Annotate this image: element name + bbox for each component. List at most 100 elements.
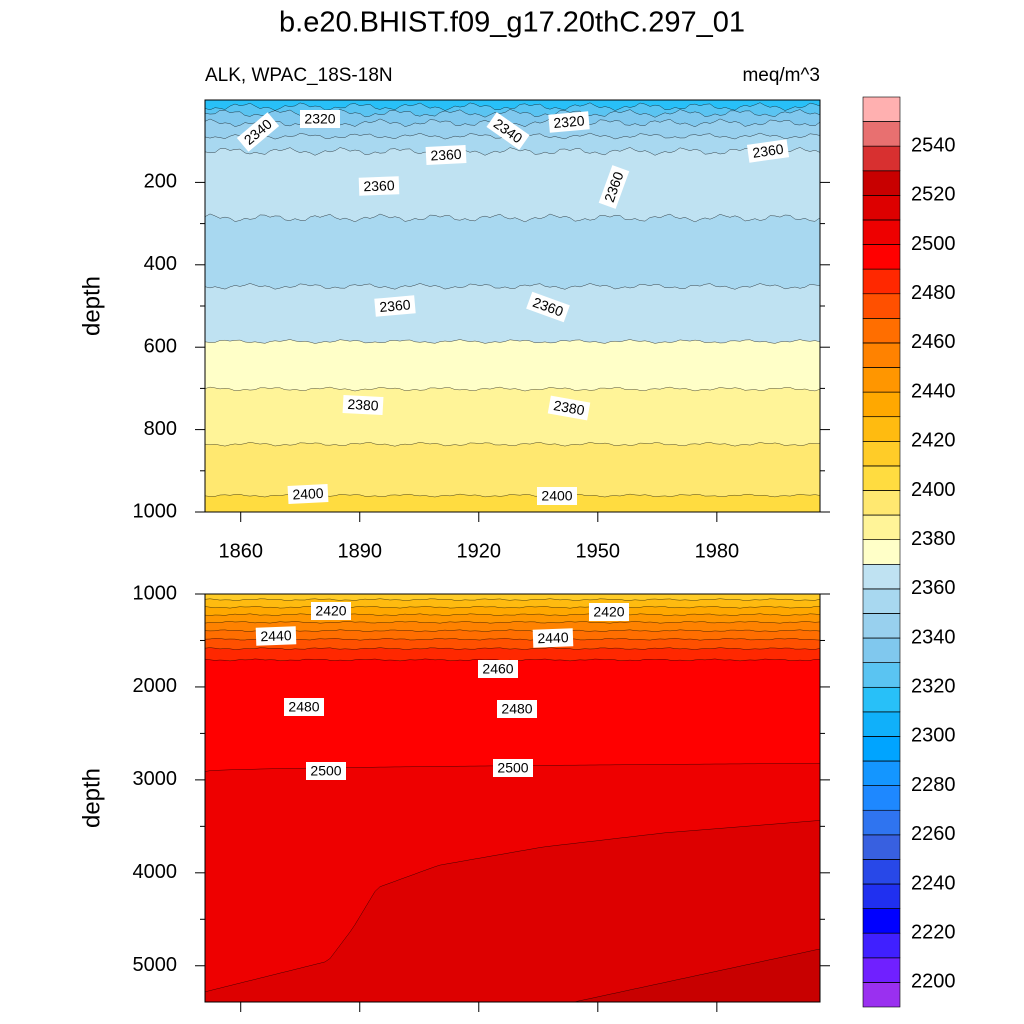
contour-label: 2360 bbox=[425, 144, 467, 166]
colorbar-tick-label: 2340 bbox=[911, 626, 956, 648]
contour-line bbox=[204, 620, 821, 624]
contour-label: 2480 bbox=[284, 698, 324, 716]
colorbar-tick-label: 2260 bbox=[911, 823, 956, 845]
colorbar-box bbox=[862, 318, 901, 344]
contour-label-text: 2360 bbox=[363, 177, 395, 194]
contour-label-text: 2460 bbox=[482, 661, 513, 677]
y-tick-label: 400 bbox=[144, 253, 177, 275]
contour-label-box bbox=[746, 139, 790, 163]
colorbar-box bbox=[862, 416, 901, 442]
colorbar-box bbox=[862, 736, 901, 762]
contour-label-box bbox=[236, 112, 280, 152]
contour-label-box bbox=[284, 698, 324, 716]
contour-label: 2360 bbox=[374, 295, 416, 317]
contour-label-box bbox=[548, 111, 590, 133]
contour-label: 2440 bbox=[532, 628, 574, 648]
y-tick-label: 2000 bbox=[133, 675, 178, 697]
colorbar-tick-label: 2380 bbox=[911, 528, 956, 550]
contour-label-box bbox=[486, 112, 530, 150]
colorbar-tick-label: 2300 bbox=[911, 725, 956, 747]
contour-label-box bbox=[306, 762, 346, 780]
colorbar-tick-label: 2240 bbox=[911, 872, 956, 894]
contour-line bbox=[204, 598, 821, 601]
colorbar-box bbox=[862, 342, 901, 368]
contour-label: 2360 bbox=[358, 176, 400, 196]
contour-label-text: 2380 bbox=[552, 397, 586, 418]
contour-label-box bbox=[493, 759, 533, 777]
contour-line bbox=[204, 613, 821, 616]
band bbox=[205, 442, 820, 512]
colorbar-box bbox=[862, 195, 901, 221]
contour-label-text: 2320 bbox=[553, 112, 586, 131]
contour-label: 2360 bbox=[746, 139, 790, 163]
contour-line bbox=[204, 441, 821, 447]
contour-line bbox=[204, 339, 821, 344]
colorbar-box bbox=[862, 662, 901, 688]
colorbar-box bbox=[862, 121, 901, 147]
x-tick-label: 1860 bbox=[218, 540, 263, 562]
subtitle-right: meq/m^3 bbox=[742, 65, 820, 86]
colorbar-box bbox=[862, 686, 901, 713]
colorbar-tick-label: 2540 bbox=[911, 134, 956, 156]
colorbar-tick-label: 2460 bbox=[911, 331, 956, 353]
colorbar-box bbox=[862, 957, 901, 983]
contour-label-text: 2500 bbox=[310, 763, 341, 779]
contour-label: 2400 bbox=[537, 487, 577, 505]
contour-label-text: 2360 bbox=[751, 141, 784, 161]
y-tick-label: 4000 bbox=[133, 861, 178, 883]
contour-line bbox=[204, 283, 821, 290]
colorbar-tick-label: 2400 bbox=[911, 479, 956, 501]
contour-label-box bbox=[526, 291, 570, 323]
colorbar-tick-label: 2420 bbox=[911, 430, 956, 452]
contour-label-text: 2360 bbox=[379, 296, 412, 315]
contour-line bbox=[204, 102, 821, 111]
contour-label-text: 2400 bbox=[541, 488, 572, 504]
colorbar-box bbox=[862, 785, 901, 811]
contour-label-box bbox=[537, 487, 577, 505]
contour-line bbox=[204, 605, 820, 609]
contour-label: 2460 bbox=[478, 660, 518, 678]
y-tick-label: 800 bbox=[144, 418, 177, 440]
contour-label-text: 2440 bbox=[537, 629, 569, 646]
contour-label-box bbox=[374, 295, 416, 317]
contour-label-text: 2440 bbox=[260, 627, 292, 644]
colorbar-box bbox=[862, 982, 901, 1008]
y-tick-label: 1000 bbox=[133, 500, 178, 522]
colorbar-tick-label: 2360 bbox=[911, 577, 956, 599]
colorbar-box bbox=[862, 391, 901, 418]
contour-label-text: 2380 bbox=[347, 396, 379, 414]
contour-label: 2440 bbox=[255, 626, 297, 646]
contour-label: 2420 bbox=[589, 603, 629, 621]
y-tick-label: 200 bbox=[144, 171, 177, 193]
colorbar-box bbox=[862, 367, 901, 393]
contour-label-text: 2320 bbox=[304, 111, 335, 127]
colorbar-box bbox=[862, 441, 901, 467]
contour-line bbox=[574, 948, 821, 1003]
x-tick-label: 1890 bbox=[337, 540, 382, 562]
colorbar-box bbox=[862, 96, 901, 122]
x-tick-label: 1920 bbox=[457, 540, 502, 562]
contour-line bbox=[204, 637, 821, 641]
contour-label-box bbox=[425, 144, 467, 166]
colorbar-tick-label: 2480 bbox=[911, 282, 956, 304]
contour-label: 2500 bbox=[306, 762, 346, 780]
colorbar-box bbox=[862, 760, 901, 786]
contour-label-text: 2480 bbox=[288, 699, 319, 715]
contour-label-box bbox=[598, 165, 630, 209]
colorbar-box bbox=[862, 563, 901, 590]
contour-label-text: 2420 bbox=[593, 604, 624, 620]
colorbar-box bbox=[862, 170, 901, 196]
contour-label: 2380 bbox=[547, 395, 591, 421]
subtitle-left: ALK, WPAC_18S-18N bbox=[205, 65, 393, 86]
contour-label-box bbox=[358, 176, 400, 196]
y-tick-label: 3000 bbox=[133, 768, 178, 790]
plot-area bbox=[204, 100, 821, 513]
contour-label-box bbox=[478, 660, 518, 678]
band bbox=[205, 494, 820, 512]
contour-line bbox=[204, 147, 821, 156]
contour-line bbox=[204, 629, 821, 632]
contour-line bbox=[204, 647, 821, 650]
contour-label-box bbox=[342, 394, 384, 416]
y-tick-label: 5000 bbox=[133, 954, 178, 976]
plot-frame bbox=[204, 593, 821, 1003]
